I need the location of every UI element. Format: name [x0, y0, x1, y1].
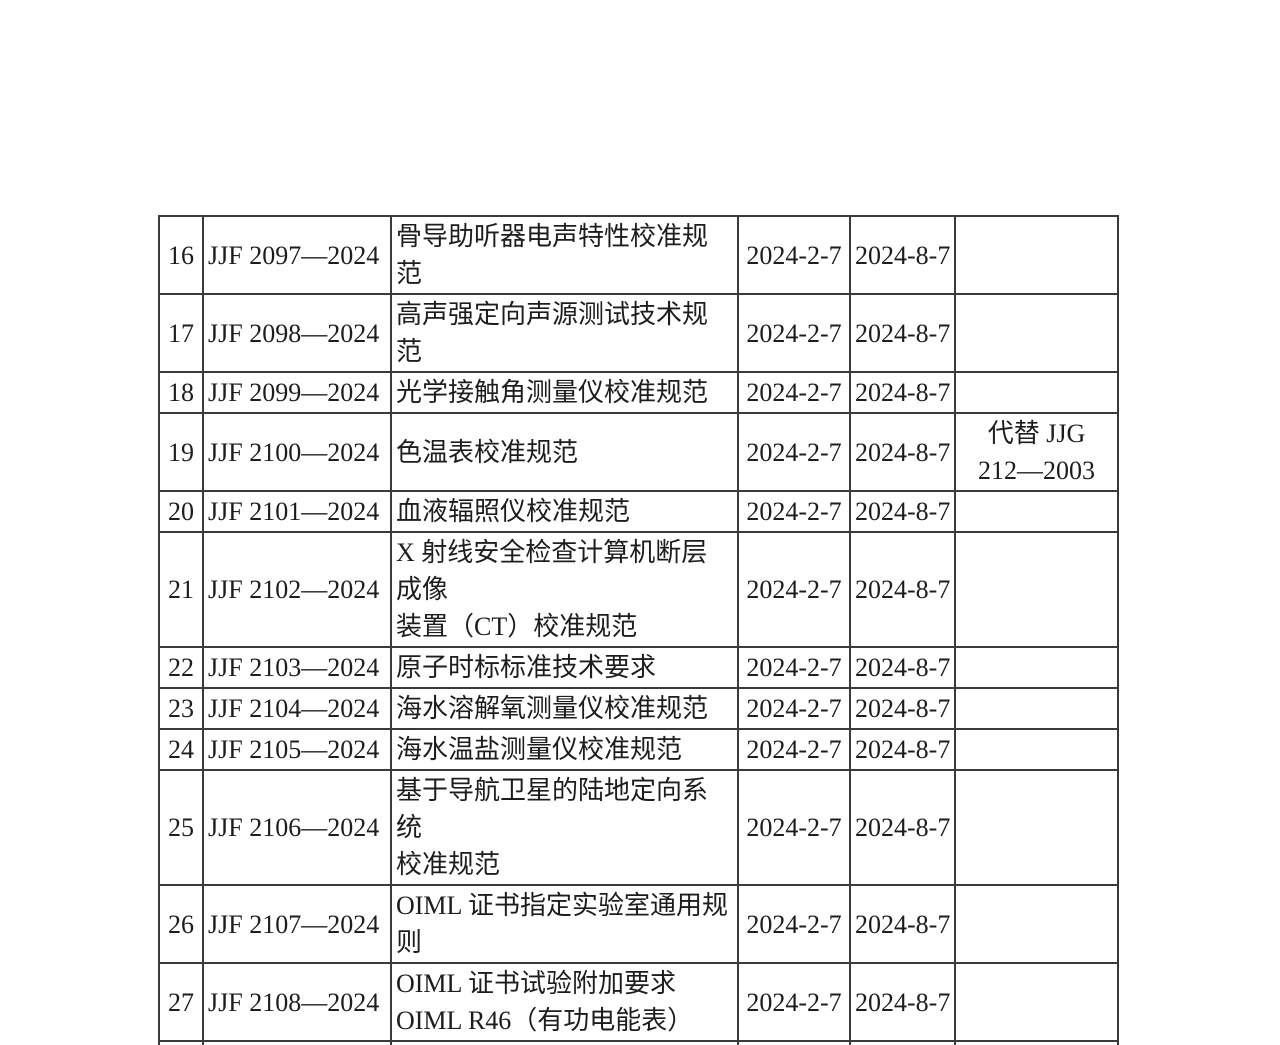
issue-date-cell: 2024-2-7 — [737, 371, 851, 414]
standard-name-cell: 血液辐照仪校准规范 — [390, 490, 739, 533]
standards-table-body: 16 JJF 2097—2024 骨导助听器电声特性校准规范 2024-2-7 … — [158, 215, 1119, 1045]
remark-cell: 代替 JJG 212—2003 — [954, 412, 1119, 492]
standard-name-cell: 标准物质定值技术要求 有机同位素稀释质谱法 — [390, 1040, 739, 1045]
issue-date-cell: 2024-2-7 — [737, 293, 851, 373]
standard-name-cell: 色温表校准规范 — [390, 412, 739, 492]
issue-date-cell: 2024-2-7 — [737, 646, 851, 689]
remark-cell — [954, 293, 1119, 373]
standard-name-cell: OIML 证书指定实验室通用规则 — [390, 884, 739, 964]
standard-name-cell: 基于导航卫星的陆地定向系统 校准规范 — [390, 769, 739, 886]
row-number-cell: 25 — [158, 769, 204, 886]
standard-code-cell: JJF 2099—2024 — [202, 371, 392, 414]
remark-cell — [954, 687, 1119, 730]
implement-date-cell: 2024-8-7 — [849, 962, 956, 1042]
table-row: 20 JJF 2101—2024 血液辐照仪校准规范 2024-2-7 2024… — [158, 490, 1119, 533]
implement-date-cell: 2024-8-7 — [849, 1040, 956, 1045]
standard-code-cell: JJF 2109—2024 — [202, 1040, 392, 1045]
issue-date-cell: 2024-2-7 — [737, 215, 851, 295]
table-row: 16 JJF 2097—2024 骨导助听器电声特性校准规范 2024-2-7 … — [158, 215, 1119, 295]
remark-cell — [954, 371, 1119, 414]
remark-cell — [954, 531, 1119, 648]
issue-date-cell: 2024-2-7 — [737, 728, 851, 771]
standard-code-cell: JJF 2103—2024 — [202, 646, 392, 689]
issue-date-cell: 2024-2-7 — [737, 412, 851, 492]
standard-name-cell: 原子时标标准技术要求 — [390, 646, 739, 689]
table-row: 22 JJF 2103—2024 原子时标标准技术要求 2024-2-7 202… — [158, 646, 1119, 689]
row-number-cell: 16 — [158, 215, 204, 295]
remark-cell — [954, 490, 1119, 533]
standard-code-cell: JJF 2104—2024 — [202, 687, 392, 730]
implement-date-cell: 2024-8-7 — [849, 728, 956, 771]
row-number-cell: 24 — [158, 728, 204, 771]
standard-code-cell: JJF 2108—2024 — [202, 962, 392, 1042]
implement-date-cell: 2024-8-7 — [849, 215, 956, 295]
implement-date-cell: 2024-8-7 — [849, 293, 956, 373]
issue-date-cell: 2024-2-7 — [737, 490, 851, 533]
remark-cell — [954, 962, 1119, 1042]
issue-date-cell: 2024-2-7 — [737, 884, 851, 964]
standard-code-cell: JJF 2105—2024 — [202, 728, 392, 771]
issue-date-cell: 2024-2-7 — [737, 1040, 851, 1045]
row-number-cell: 20 — [158, 490, 204, 533]
row-number-cell: 17 — [158, 293, 204, 373]
table-row: 27 JJF 2108—2024 OIML 证书试验附加要求 OIML R46（… — [158, 962, 1119, 1042]
table-row: 21 JJF 2102—2024 X 射线安全检查计算机断层成像 装置（CT）校… — [158, 531, 1119, 648]
standard-name-cell: X 射线安全检查计算机断层成像 装置（CT）校准规范 — [390, 531, 739, 648]
standard-name-cell: 海水温盐测量仪校准规范 — [390, 728, 739, 771]
table-row: 23 JJF 2104—2024 海水溶解氧测量仪校准规范 2024-2-7 2… — [158, 687, 1119, 730]
issue-date-cell: 2024-2-7 — [737, 531, 851, 648]
standards-table: 16 JJF 2097—2024 骨导助听器电声特性校准规范 2024-2-7 … — [158, 215, 1119, 1045]
row-number-cell: 18 — [158, 371, 204, 414]
row-number-cell: 26 — [158, 884, 204, 964]
table-row: 18 JJF 2099—2024 光学接触角测量仪校准规范 2024-2-7 2… — [158, 371, 1119, 414]
implement-date-cell: 2024-8-7 — [849, 687, 956, 730]
standard-code-cell: JJF 2097—2024 — [202, 215, 392, 295]
row-number-cell: 21 — [158, 531, 204, 648]
standard-code-cell: JJF 2102—2024 — [202, 531, 392, 648]
standard-name-cell: 海水溶解氧测量仪校准规范 — [390, 687, 739, 730]
implement-date-cell: 2024-8-7 — [849, 646, 956, 689]
row-number-cell: 19 — [158, 412, 204, 492]
implement-date-cell: 2024-8-7 — [849, 531, 956, 648]
table-row: 19 JJF 2100—2024 色温表校准规范 2024-2-7 2024-8… — [158, 412, 1119, 492]
issue-date-cell: 2024-2-7 — [737, 769, 851, 886]
standard-name-cell: 骨导助听器电声特性校准规范 — [390, 215, 739, 295]
issue-date-cell: 2024-2-7 — [737, 962, 851, 1042]
standard-code-cell: JJF 2106—2024 — [202, 769, 392, 886]
remark-cell — [954, 728, 1119, 771]
standard-code-cell: JJF 2100—2024 — [202, 412, 392, 492]
standard-code-cell: JJF 2107—2024 — [202, 884, 392, 964]
table-row: 24 JJF 2105—2024 海水温盐测量仪校准规范 2024-2-7 20… — [158, 728, 1119, 771]
implement-date-cell: 2024-8-7 — [849, 884, 956, 964]
standard-code-cell: JJF 2098—2024 — [202, 293, 392, 373]
remark-cell — [954, 884, 1119, 964]
table-row: 26 JJF 2107—2024 OIML 证书指定实验室通用规则 2024-2… — [158, 884, 1119, 964]
implement-date-cell: 2024-8-7 — [849, 490, 956, 533]
issue-date-cell: 2024-2-7 — [737, 687, 851, 730]
remark-cell — [954, 1040, 1119, 1045]
standard-name-cell: OIML 证书试验附加要求 OIML R46（有功电能表） — [390, 962, 739, 1042]
row-number-cell: 27 — [158, 962, 204, 1042]
row-number-cell: 23 — [158, 687, 204, 730]
implement-date-cell: 2024-8-7 — [849, 769, 956, 886]
remark-cell — [954, 769, 1119, 886]
table-row: 28 JJF 2109—2024 标准物质定值技术要求 有机同位素稀释质谱法 2… — [158, 1040, 1119, 1045]
row-number-cell: 28 — [158, 1040, 204, 1045]
remark-cell — [954, 215, 1119, 295]
table-row: 17 JJF 2098—2024 高声强定向声源测试技术规范 2024-2-7 … — [158, 293, 1119, 373]
table-row: 25 JJF 2106—2024 基于导航卫星的陆地定向系统 校准规范 2024… — [158, 769, 1119, 886]
implement-date-cell: 2024-8-7 — [849, 412, 956, 492]
standard-code-cell: JJF 2101—2024 — [202, 490, 392, 533]
implement-date-cell: 2024-8-7 — [849, 371, 956, 414]
standard-name-cell: 光学接触角测量仪校准规范 — [390, 371, 739, 414]
remark-cell — [954, 646, 1119, 689]
standard-name-cell: 高声强定向声源测试技术规范 — [390, 293, 739, 373]
row-number-cell: 22 — [158, 646, 204, 689]
